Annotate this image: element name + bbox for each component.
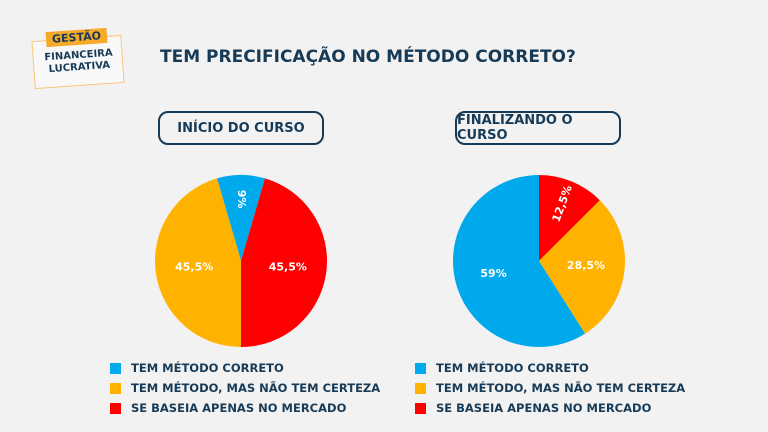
legend-label: TEM MÉTODO, MAS NÃO TEM CERTEZA [436,381,686,395]
legend-swatch [110,402,121,414]
pie-slice [539,175,600,261]
legend-swatch [415,402,426,414]
legend-label: TEM MÉTODO, MAS NÃO TEM CERTEZA [131,381,381,395]
data-label: 9% [235,190,248,209]
data-label: 45,5% [175,261,213,274]
legend-swatch [110,362,121,374]
legend-label: TEM MÉTODO CORRETO [436,361,589,375]
pie-slice [539,200,625,334]
legend-label: TEM MÉTODO CORRETO [131,361,284,375]
legend-item: TEM MÉTODO, MAS NÃO TEM CERTEZA [110,378,380,398]
chart-title-start: INÍCIO DO CURSO [158,111,324,145]
legend-item: SE BASEIA APENAS NO MERCADO [110,398,380,418]
data-label: 28,5% [567,259,605,272]
pie-slice [241,178,327,347]
pie-slice [155,178,241,347]
legend-end: TEM MÉTODO CORRETO TEM MÉTODO, MAS NÃO T… [415,358,685,418]
legend-item: TEM MÉTODO, MAS NÃO TEM CERTEZA [415,378,685,398]
legend-label: SE BASEIA APENAS NO MERCADO [436,401,652,415]
legend-swatch [415,382,426,394]
legend-swatch [110,382,121,394]
legend-item: TEM MÉTODO CORRETO [415,358,685,378]
legend-item: SE BASEIA APENAS NO MERCADO [415,398,685,418]
chart-title-end: FINALIZANDO O CURSO [455,111,621,145]
legend-swatch [415,362,426,374]
data-label: 59% [480,267,506,280]
legend-label: SE BASEIA APENAS NO MERCADO [131,401,347,415]
legend-start: TEM MÉTODO CORRETO TEM MÉTODO, MAS NÃO T… [110,358,380,418]
pie-slice [217,175,265,261]
page-title: TEM PRECIFICAÇÃO NO MÉTODO CORRETO? [160,47,576,67]
data-label: 45,5% [269,261,307,274]
pie-slice [453,175,586,347]
legend-item: TEM MÉTODO CORRETO [110,358,380,378]
